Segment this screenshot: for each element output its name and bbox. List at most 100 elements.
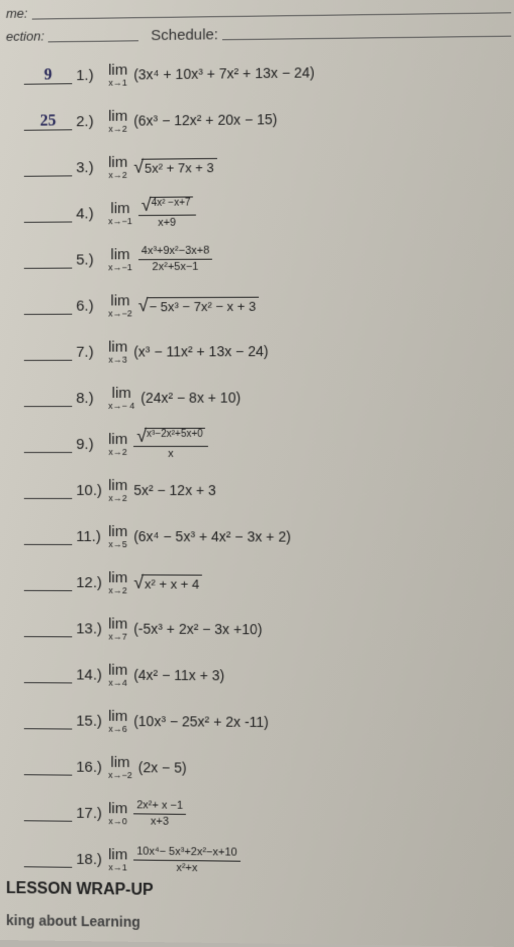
limit-notation: limx→2 xyxy=(108,154,127,179)
limit-expression: limx→1 (3x⁴ + 10x³ + 7x² + 13x − 24) xyxy=(108,57,511,87)
answer-blank[interactable] xyxy=(24,619,72,637)
problem-number: 13.) xyxy=(72,620,108,637)
problem-row: 14.)limx→4 (4x² − 11x + 3) xyxy=(24,654,511,697)
worksheet-paper: me: ection: Schedule: 91.)limx→1 (3x⁴ + … xyxy=(0,0,514,947)
limit-expression: limx→− 4 (24x² − 8x + 10) xyxy=(108,384,511,410)
fraction: 10x⁴− 5x³+2x²−x+10x²+x xyxy=(134,846,241,875)
fraction: 2x²+ x −1x+3 xyxy=(134,800,186,828)
problem-row: 7.)limx→3 (x³ − 11x² + 13x − 24) xyxy=(24,330,511,372)
limit-expression: limx→1 10x⁴− 5x³+2x²−x+10x²+x xyxy=(108,846,511,878)
limit-expression: limx→0 2x²+ x −1x+3 xyxy=(108,799,511,830)
square-root: √x² + x + 4 xyxy=(134,574,203,591)
limit-notation: limx→−1 xyxy=(108,247,132,272)
limit-expression: limx→7 (-5x³ + 2x² − 3x +10) xyxy=(108,616,511,643)
problem-row: 11.)limx→5 (6x⁴ − 5x³ + 4x² − 3x + 2) xyxy=(24,516,511,557)
problem-number: 8.) xyxy=(72,389,108,406)
problem-number: 9.) xyxy=(72,435,108,452)
problem-number: 18.) xyxy=(72,850,108,867)
expression-body: (-5x³ + 2x² − 3x +10) xyxy=(134,621,263,638)
problem-number: 6.) xyxy=(72,297,108,314)
answer-blank[interactable] xyxy=(24,158,72,176)
limit-expression: limx→2 √5x² + 7x + 3 xyxy=(108,151,511,180)
schedule-blank xyxy=(222,22,511,40)
limit-expression: limx→2 √x³−2x²+5x+0x xyxy=(108,427,511,460)
limit-notation: limx→2 xyxy=(108,108,127,133)
limit-notation: limx→−2 xyxy=(108,754,132,779)
answer-blank[interactable] xyxy=(24,297,72,315)
expression-body: (10x³ − 25x² + 2x -11) xyxy=(134,713,269,730)
problem-number: 5.) xyxy=(72,251,108,268)
problem-row: 8.)limx→− 4 (24x² − 8x + 10) xyxy=(24,377,511,418)
problem-number: 1.) xyxy=(72,66,108,83)
answer-blank[interactable] xyxy=(24,573,72,591)
answer-blank[interactable] xyxy=(24,343,72,361)
answer-blank[interactable] xyxy=(24,481,72,499)
section-blank xyxy=(48,27,138,42)
limit-notation: limx→1 xyxy=(108,62,127,87)
limit-expression: limx→5 (6x⁴ − 5x³ + 4x² − 3x + 2) xyxy=(108,524,511,550)
answer-blank[interactable] xyxy=(24,665,72,683)
problem-number: 4.) xyxy=(72,205,108,222)
problem-number: 15.) xyxy=(72,712,108,729)
expression-body: 5x² − 12x + 3 xyxy=(134,482,217,498)
expression-body: (24x² − 8x + 10) xyxy=(141,389,241,405)
square-root: √x³−2x²+5x+0 xyxy=(137,428,205,444)
problem-number: 7.) xyxy=(72,343,108,360)
limit-expression: limx→6 (10x³ − 25x² + 2x -11) xyxy=(108,708,511,736)
problem-row: 4.)limx→−1 √4x² −x+7x+9 xyxy=(24,190,511,234)
limit-notation: limx→7 xyxy=(108,616,127,641)
problem-row: 6.)limx→−2 √− 5x³ − 7x² − x + 3 xyxy=(24,283,511,326)
answer-blank[interactable] xyxy=(24,849,72,868)
problems-list: 91.)limx→1 (3x⁴ + 10x³ + 7x² + 13x − 24)… xyxy=(0,42,514,885)
limit-expression: limx→2 5x² − 12x + 3 xyxy=(108,478,511,503)
problem-number: 2.) xyxy=(72,112,108,129)
answer-blank[interactable] xyxy=(24,757,72,775)
limit-expression: limx→2 √x² + x + 4 xyxy=(108,570,511,597)
answer-blank[interactable] xyxy=(24,204,72,222)
answer-blank[interactable]: 25 xyxy=(24,112,72,131)
limit-notation: limx→2 xyxy=(108,478,127,503)
limit-expression: limx→−1 4x³+9x²−3x+82x²+5x−1 xyxy=(108,243,511,273)
expression-body: (4x² − 11x + 3) xyxy=(134,667,225,684)
answer-blank[interactable] xyxy=(24,435,72,453)
expression-body: (2x − 5) xyxy=(138,759,186,775)
problem-number: 17.) xyxy=(72,804,108,821)
problem-row: 3.)limx→2 √5x² + 7x + 3 xyxy=(24,143,511,188)
fraction: √4x² −x+7x+9 xyxy=(138,196,195,229)
fraction: 4x³+9x²−3x+82x²+5x−1 xyxy=(138,245,212,273)
limit-expression: limx→−1 √4x² −x+7x+9 xyxy=(108,194,511,229)
problem-row: 17.)limx→0 2x²+ x −1x+3 xyxy=(24,792,511,837)
problem-row: 18.)limx→1 10x⁴− 5x³+2x²−x+10x²+x xyxy=(24,838,511,884)
limit-notation: limx→−2 xyxy=(108,293,132,318)
square-root: √− 5x³ − 7x² − x + 3 xyxy=(138,296,259,314)
expression-body: (6x³ − 12x² + 20x − 15) xyxy=(134,111,278,129)
square-root: √4x² −x+7 xyxy=(141,196,192,213)
limit-expression: limx→−2 √− 5x³ − 7x² − x + 3 xyxy=(108,291,511,318)
footer-cut-text: king about Learning xyxy=(6,912,140,930)
limit-expression: limx→2 (6x³ − 12x² + 20x − 15) xyxy=(108,104,511,133)
schedule-label: Schedule: xyxy=(151,26,218,44)
limit-notation: limx→4 xyxy=(108,662,127,687)
answer-blank[interactable]: 9 xyxy=(24,66,72,85)
limit-notation: limx→6 xyxy=(108,708,127,733)
limit-expression: limx→3 (x³ − 11x² + 13x − 24) xyxy=(108,338,511,365)
limit-expression: limx→4 (4x² − 11x + 3) xyxy=(108,662,511,690)
section-label: ection: xyxy=(6,28,44,45)
limit-notation: limx→2 xyxy=(108,431,127,456)
answer-blank[interactable] xyxy=(24,251,72,269)
answer-blank[interactable] xyxy=(24,803,72,822)
problem-number: 14.) xyxy=(72,666,108,683)
problem-number: 16.) xyxy=(72,758,108,775)
problem-number: 10.) xyxy=(72,482,108,499)
problem-row: 252.)limx→2 (6x³ − 12x² + 20x − 15) xyxy=(24,97,511,142)
problem-number: 3.) xyxy=(72,159,108,176)
lesson-wrapup-heading: LESSON WRAP-UP xyxy=(6,880,153,900)
answer-blank[interactable] xyxy=(24,527,72,545)
limit-notation: limx→0 xyxy=(108,801,127,826)
limit-expression: limx→−2 (2x − 5) xyxy=(108,754,511,783)
square-root: √5x² + 7x + 3 xyxy=(134,158,217,176)
answer-blank[interactable] xyxy=(24,389,72,407)
answer-blank[interactable] xyxy=(24,711,72,729)
limit-notation: limx→− 4 xyxy=(108,385,134,410)
problem-row: 10.)limx→2 5x² − 12x + 3 xyxy=(24,470,511,511)
